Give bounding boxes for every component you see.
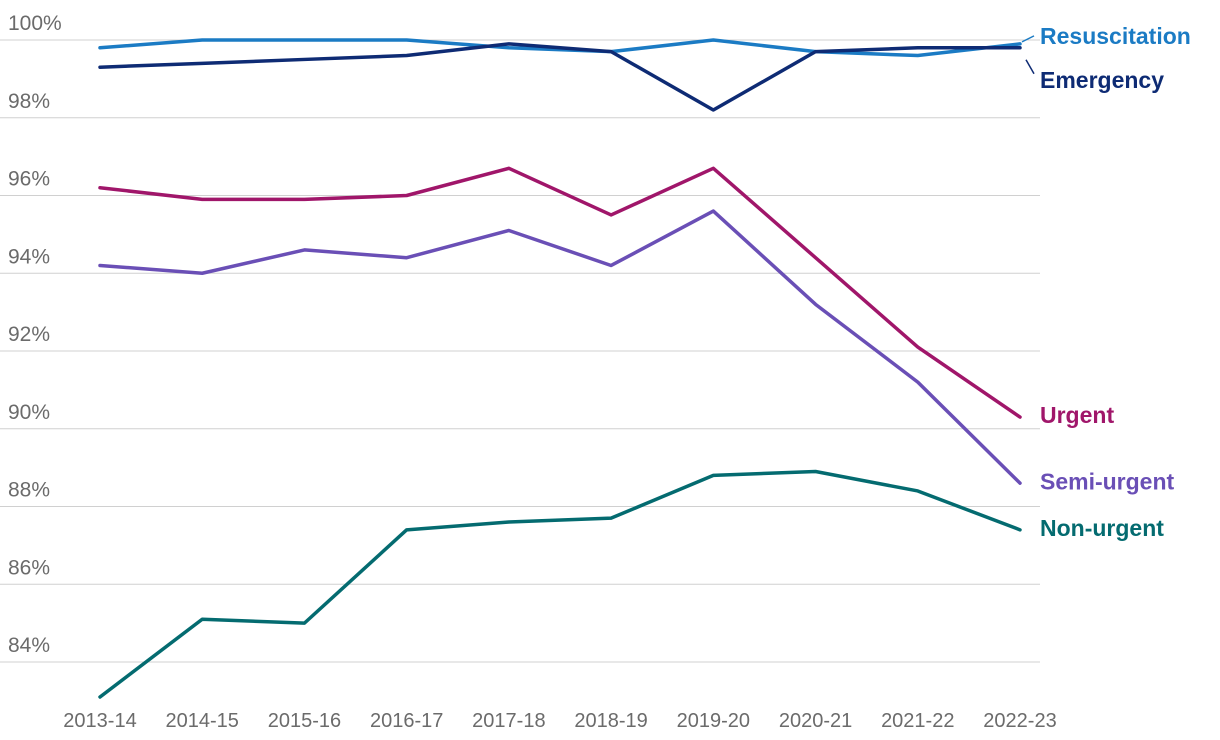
- x-tick-label: 2014-15: [166, 710, 239, 732]
- x-tick-label: 2021-22: [881, 710, 954, 732]
- series-labels: Resuscitation Emergency Urgent Semi-urgent N…: [1021, 23, 1191, 541]
- x-tick-label: 2013-14: [63, 710, 136, 732]
- y-tick-label: 88%: [8, 479, 50, 502]
- y-tick-label: 84%: [8, 634, 50, 657]
- x-tick-label: 2015-16: [268, 710, 341, 732]
- y-tick-label: 96%: [8, 168, 50, 191]
- series-label-semi-urgent: Semi-urgent: [1040, 468, 1175, 494]
- series-line-non-urgent: [98, 469, 1022, 699]
- x-tick-label: 2016-17: [370, 710, 443, 732]
- leader-line-resuscitation: [1021, 35, 1035, 43]
- y-tick-label: 92%: [8, 323, 50, 346]
- y-tick-label: 86%: [8, 556, 50, 579]
- series-label-urgent: Urgent: [1040, 402, 1114, 428]
- series-line-semi-urgent: [98, 209, 1022, 485]
- series-line-emergency: [98, 42, 1022, 112]
- y-tick-label: 100%: [8, 12, 62, 35]
- x-axis-ticks: 2013-14 2014-15 2015-16 2016-17 2017-18 2018-…: [63, 710, 1056, 732]
- x-tick-label: 2017-18: [472, 710, 545, 732]
- series-label-resuscitation: Resuscitation: [1040, 23, 1191, 49]
- series-line-resuscitation: [98, 38, 1022, 58]
- x-tick-label: 2022-23: [983, 710, 1056, 732]
- x-tick-label: 2020-21: [779, 710, 852, 732]
- x-tick-label: 2018-19: [574, 710, 647, 732]
- y-tick-label: 98%: [8, 90, 50, 113]
- x-tick-label: 2019-20: [677, 710, 750, 732]
- series-line-urgent: [98, 166, 1022, 419]
- series-label-emergency: Emergency: [1040, 67, 1164, 93]
- y-axis-ticks: 100% 98% 96% 94% 92% 90% 88% 86% 84%: [8, 12, 62, 657]
- y-tick-label: 90%: [8, 401, 50, 424]
- series-lines: [98, 38, 1022, 699]
- leader-line-emergency: [1025, 59, 1035, 75]
- gridlines: [0, 39, 1040, 663]
- series-label-non-urgent: Non-urgent: [1040, 515, 1164, 541]
- y-tick-label: 94%: [8, 245, 50, 268]
